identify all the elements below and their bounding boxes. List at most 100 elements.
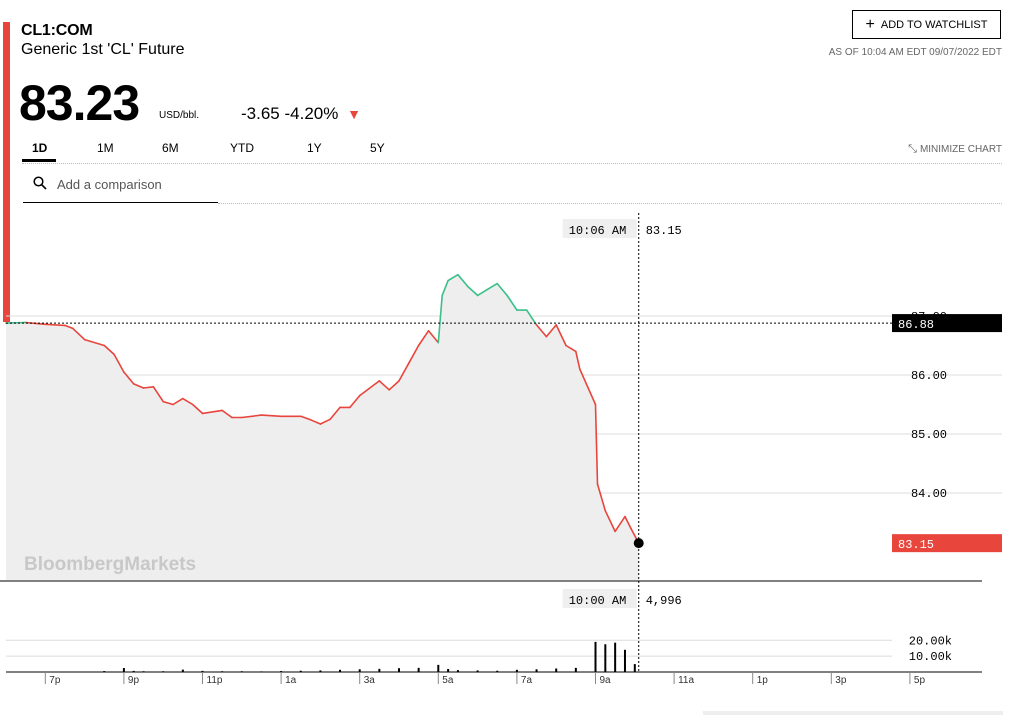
x-tick-label: 11p bbox=[207, 675, 223, 685]
last-price-marker bbox=[633, 538, 644, 549]
price-line-segment-down bbox=[64, 324, 74, 330]
volume-crosshair-time-label-bg bbox=[562, 589, 637, 608]
plus-icon: + bbox=[865, 15, 875, 33]
price-line-segment-down bbox=[349, 394, 361, 409]
price-line-segment-down bbox=[191, 403, 204, 415]
price-line-segment-down bbox=[132, 383, 145, 389]
price-line-segment-down bbox=[358, 380, 381, 397]
add-to-watchlist-button[interactable]: + ADD TO WATCHLIST bbox=[852, 10, 1001, 39]
price-line-segment-down bbox=[378, 380, 391, 391]
comparison-search bbox=[23, 170, 219, 203]
price-line-segment-down bbox=[103, 344, 115, 356]
tab-ytd[interactable]: YTD bbox=[230, 141, 254, 155]
price-line-segment-down bbox=[162, 400, 174, 406]
price-line-segment-down bbox=[407, 344, 420, 364]
price-line-segment-up bbox=[437, 294, 444, 344]
comparison-input[interactable] bbox=[55, 176, 219, 193]
price-line-segment-down bbox=[83, 338, 106, 347]
price-line-segment-down bbox=[44, 323, 66, 327]
x-tick-label: 1p bbox=[757, 675, 769, 685]
price-line-segment-down bbox=[142, 386, 155, 389]
price-line-segment-down bbox=[113, 353, 125, 373]
price-line-segment-down bbox=[417, 330, 430, 347]
tab-5y[interactable]: 5Y bbox=[370, 141, 385, 155]
volume-tick-label: 20.00k bbox=[909, 634, 952, 648]
price-line-segment-up bbox=[476, 288, 489, 297]
price-line-segment-down bbox=[555, 324, 567, 347]
price-line-segment-down bbox=[578, 368, 597, 406]
minimize-label: MINIMIZE CHART bbox=[919, 144, 1002, 155]
price-line-segment-up bbox=[525, 309, 538, 326]
x-tick-label: 3p bbox=[835, 675, 847, 685]
x-tick-label: 5p bbox=[914, 675, 926, 685]
price-line-segment-down bbox=[319, 418, 332, 425]
price-line-segment-down bbox=[123, 371, 135, 385]
price-line-segment-down bbox=[241, 414, 263, 419]
price-line-segment-down bbox=[152, 386, 164, 403]
x-tick-label: 11a bbox=[678, 675, 694, 685]
x-tick-label: 5a bbox=[442, 675, 454, 685]
price-line-segment-down bbox=[388, 380, 400, 391]
price-line-segment-down bbox=[604, 509, 616, 533]
price-line-segment-down bbox=[309, 419, 322, 425]
price-line-segment-down bbox=[596, 483, 607, 512]
price-line-segment-up bbox=[466, 285, 479, 297]
price-line-segment-up bbox=[506, 294, 518, 311]
price-line-segment-down bbox=[260, 414, 282, 418]
price-line-segment-down bbox=[172, 397, 184, 406]
x-tick-label: 7p bbox=[49, 675, 61, 685]
x-tick-label: 9a bbox=[600, 675, 612, 685]
price-line-segment-down bbox=[427, 330, 440, 344]
price-line-segment-down bbox=[329, 406, 341, 421]
minimize-icon: ⤡ bbox=[908, 143, 917, 155]
crosshair-time-label: 10:06 AM bbox=[569, 224, 627, 238]
crosshair-value-label-bg bbox=[639, 219, 690, 238]
search-icon bbox=[33, 176, 47, 190]
tab-1d[interactable]: 1D bbox=[32, 141, 48, 155]
y-tick-label: 86.00 bbox=[911, 369, 947, 383]
x-tick-label: 7a bbox=[521, 675, 533, 685]
active-tab-indicator bbox=[22, 159, 56, 162]
price-line-segment-down bbox=[72, 327, 86, 341]
price-line-segment-down bbox=[182, 397, 194, 406]
previous-close-label: 86.88 bbox=[898, 318, 934, 332]
tab-1y[interactable]: 1Y bbox=[307, 141, 322, 155]
price-line-segment-up bbox=[486, 282, 499, 291]
bloomberg-watermark: BloombergMarkets bbox=[24, 554, 196, 575]
horizontal-scrollbar[interactable] bbox=[703, 711, 1003, 715]
x-tick-label: 1a bbox=[285, 675, 297, 685]
x-tick-label: 3a bbox=[364, 675, 376, 685]
price-line-segment-up bbox=[441, 279, 449, 297]
ticker-symbol: CL1:COM bbox=[21, 22, 93, 39]
change-value: -3.65 bbox=[241, 104, 280, 123]
price-line-segment-down bbox=[398, 362, 410, 382]
volume-crosshair-value-label-bg bbox=[639, 589, 690, 608]
price-line-segment-up bbox=[457, 273, 469, 288]
price-line-segment-down bbox=[565, 344, 577, 353]
price-direction-bar bbox=[3, 22, 10, 322]
previous-close-label-bg bbox=[892, 314, 1002, 333]
y-tick-label: 85.00 bbox=[911, 428, 947, 442]
price-change: -3.65 -4.20% ▼ bbox=[241, 104, 361, 124]
price-line-segment-down bbox=[201, 409, 223, 415]
tab-1m[interactable]: 1M bbox=[97, 141, 114, 155]
x-tick-label: 9p bbox=[128, 675, 140, 685]
watchlist-label: ADD TO WATCHLIST bbox=[880, 18, 988, 31]
crosshair-time-label-bg bbox=[562, 219, 637, 238]
minimize-chart-button[interactable]: ⤡ MINIMIZE CHART bbox=[908, 143, 1002, 156]
volume-crosshair-value-label: 4,996 bbox=[646, 594, 682, 608]
tab-6m[interactable]: 6M bbox=[162, 141, 179, 155]
price-line-segment-down bbox=[594, 403, 599, 485]
change-percent: -4.20% bbox=[284, 104, 339, 123]
price-line-segment-down bbox=[545, 324, 558, 338]
price-line-segment-down bbox=[535, 324, 548, 338]
y-tick-label: 84.00 bbox=[911, 487, 947, 501]
price-line-segment-down bbox=[574, 350, 581, 370]
last-price: 83.23 bbox=[19, 75, 140, 131]
last-price-label: 83.15 bbox=[898, 538, 934, 552]
divider bbox=[22, 163, 1002, 164]
as-of-timestamp: AS OF 10:04 AM EDT 09/07/2022 EDT bbox=[828, 47, 1002, 58]
volume-crosshair-time-label: 10:00 AM bbox=[569, 594, 627, 608]
security-name: Generic 1st 'CL' Future bbox=[21, 41, 185, 58]
